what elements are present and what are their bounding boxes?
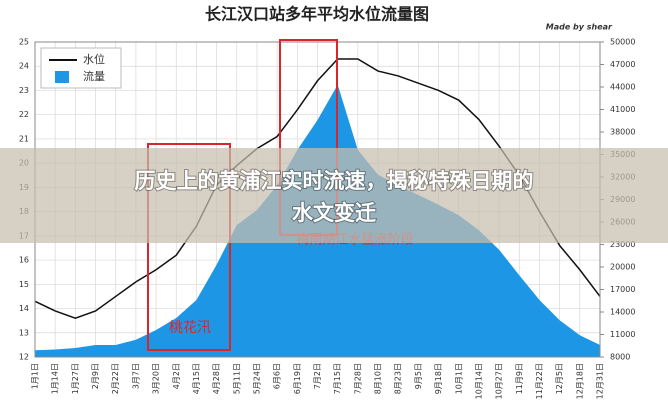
banner-text: 水文变迁 [292, 201, 376, 225]
x-tick-label: 1月1日 [31, 363, 40, 389]
legend-box [40, 47, 122, 89]
y2-tick-label: 8000 [610, 353, 630, 362]
x-tick-label: 1月14日 [51, 363, 60, 394]
legend-label: 流量 [83, 69, 105, 83]
x-tick-label: 10月1日 [454, 363, 463, 394]
y2-tick-label: 20000 [610, 263, 635, 272]
x-tick-label: 10月14日 [474, 363, 483, 399]
y2-tick-label: 11000 [610, 330, 635, 339]
x-tick-label: 6月19日 [293, 363, 302, 394]
x-tick-label: 2月22日 [111, 363, 120, 394]
highlight-box [147, 143, 231, 351]
y2-tick-label: 14000 [610, 308, 635, 317]
y-tick-label: 24 [19, 62, 29, 71]
x-tick-label: 8月23日 [394, 363, 403, 394]
x-tick-label: 10月27日 [495, 363, 504, 399]
y-tick-label: 23 [19, 86, 29, 95]
y-tick-label: 16 [19, 256, 29, 265]
x-tick-label: 12月18日 [575, 363, 584, 399]
y-tick-label: 21 [19, 134, 29, 143]
y2-tick-label: 38000 [610, 128, 635, 137]
x-tick-label: 6月6日 [273, 363, 282, 389]
x-tick-label: 3月7日 [131, 363, 140, 389]
x-tick-label: 5月11日 [232, 363, 241, 394]
x-tick-label: 7月28日 [353, 363, 362, 394]
x-tick-label: 1月27日 [71, 363, 80, 394]
y-tick-label: 12 [19, 353, 29, 362]
x-tick-label: 4月28日 [212, 363, 221, 394]
y-tick-label: 25 [19, 38, 29, 47]
y-tick-label: 14 [19, 304, 29, 313]
banner-background [0, 148, 668, 243]
y-tick-label: 13 [19, 328, 29, 337]
credit: Made by shear [546, 23, 613, 32]
x-tick-label: 4月2日 [172, 363, 181, 389]
x-tick-label: 2月9日 [91, 363, 100, 389]
x-tick-label: 11月22日 [535, 363, 544, 399]
x-tick-label: 5月24日 [252, 363, 261, 394]
annotation: 桃花汛 [169, 320, 211, 336]
legend-label: 水位 [83, 52, 105, 66]
legend-swatch [55, 71, 69, 83]
x-tick-label: 11月9日 [515, 363, 524, 394]
y-tick-label: 22 [19, 110, 29, 119]
x-tick-label: 12月31日 [596, 363, 605, 399]
y2-tick-label: 17000 [610, 285, 635, 294]
x-tick-label: 8月10日 [374, 363, 383, 394]
y2-tick-label: 23000 [610, 240, 635, 249]
x-tick-label: 4月15日 [192, 363, 201, 394]
y2-tick-label: 44000 [610, 83, 635, 92]
x-tick-label: 3月20日 [152, 363, 161, 394]
x-tick-label: 9月5日 [414, 363, 423, 389]
y2-tick-label: 47000 [610, 60, 635, 69]
banner-text: 历史上的黄浦江实时流速，揭秘特殊日期的 [135, 169, 534, 193]
y2-tick-label: 50000 [610, 38, 635, 47]
chart-title: 长江汉口站多年平均水位流量图 [205, 5, 429, 24]
x-tick-label: 7月2日 [313, 363, 322, 389]
x-tick-label: 12月5日 [555, 363, 564, 394]
x-tick-label: 7月15日 [333, 363, 342, 394]
x-tick-label: 9月18日 [434, 363, 443, 394]
y-tick-label: 15 [19, 280, 29, 289]
y2-tick-label: 41000 [610, 105, 635, 114]
